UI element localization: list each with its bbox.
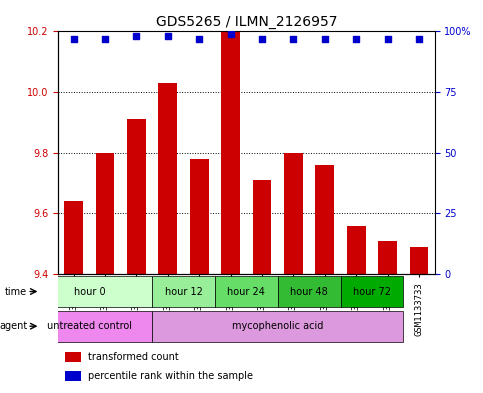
Text: percentile rank within the sample: percentile rank within the sample <box>88 371 253 380</box>
Text: hour 24: hour 24 <box>227 286 265 296</box>
Point <box>132 33 141 39</box>
Bar <box>378 241 397 274</box>
Bar <box>410 247 428 274</box>
Point <box>353 36 360 42</box>
Title: GDS5265 / ILMN_2126957: GDS5265 / ILMN_2126957 <box>156 15 337 29</box>
Point <box>164 33 172 39</box>
Point <box>227 31 235 37</box>
FancyBboxPatch shape <box>215 276 278 307</box>
Point <box>70 36 77 42</box>
FancyBboxPatch shape <box>152 276 215 307</box>
Text: time: time <box>5 286 27 296</box>
Bar <box>284 153 303 274</box>
Bar <box>64 201 83 274</box>
Text: hour 48: hour 48 <box>290 286 328 296</box>
Bar <box>190 159 209 274</box>
Bar <box>221 31 240 274</box>
Bar <box>315 165 334 274</box>
Bar <box>66 371 81 381</box>
Text: mycophenolic acid: mycophenolic acid <box>232 321 324 331</box>
Bar <box>158 83 177 274</box>
Point <box>101 36 109 42</box>
Text: transformed count: transformed count <box>88 352 179 362</box>
Point <box>258 36 266 42</box>
FancyBboxPatch shape <box>152 310 403 342</box>
FancyBboxPatch shape <box>278 276 341 307</box>
Point <box>415 36 423 42</box>
Text: untreated control: untreated control <box>47 321 132 331</box>
Point <box>290 36 298 42</box>
Bar <box>127 119 146 274</box>
Text: hour 0: hour 0 <box>73 286 105 296</box>
FancyBboxPatch shape <box>27 276 152 307</box>
FancyBboxPatch shape <box>341 276 403 307</box>
Text: agent: agent <box>0 321 27 331</box>
Text: hour 72: hour 72 <box>353 286 391 296</box>
Point <box>321 36 328 42</box>
FancyBboxPatch shape <box>27 310 152 342</box>
Text: hour 12: hour 12 <box>165 286 202 296</box>
Bar <box>96 153 114 274</box>
Point <box>195 36 203 42</box>
Bar <box>347 226 366 274</box>
Bar <box>66 352 81 362</box>
Bar <box>253 180 271 274</box>
Point <box>384 36 391 42</box>
